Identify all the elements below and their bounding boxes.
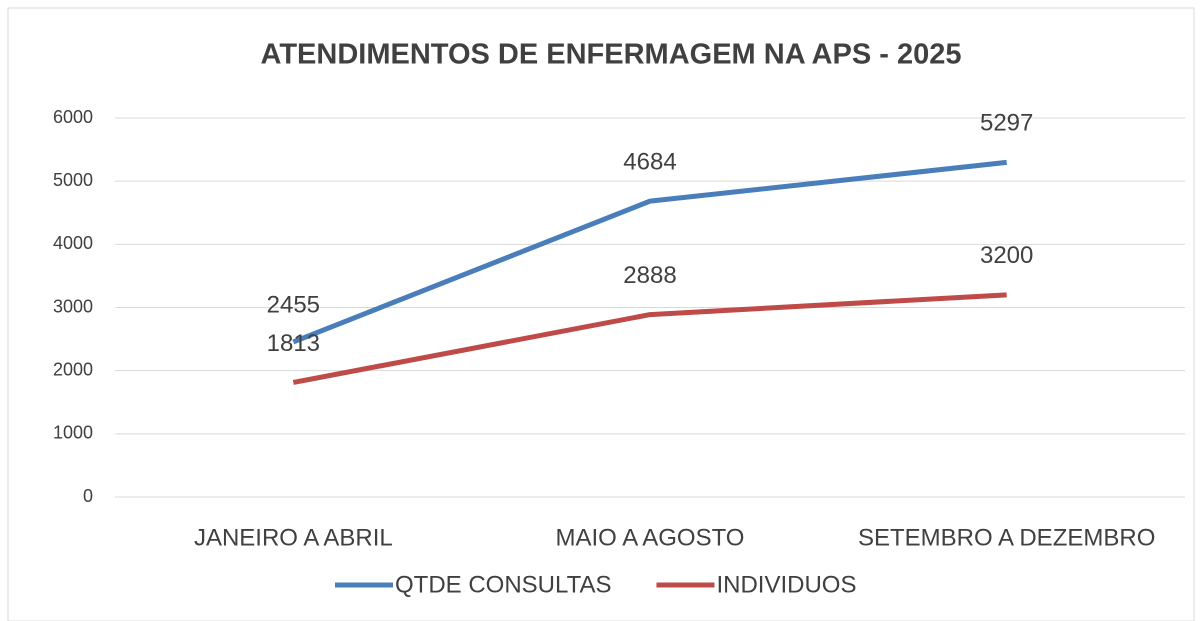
legend-label: QTDE CONSULTAS [395,571,611,598]
y-tick-label: 0 [83,486,93,506]
y-tick-label: 5000 [53,170,93,190]
y-tick-label: 4000 [53,233,93,253]
y-tick-label: 3000 [53,296,93,316]
data-label: 2888 [623,262,676,289]
line-series [292,292,1007,385]
data-label: 1813 [267,330,320,357]
x-tick-label: SETEMBRO A DEZEMBRO [858,524,1155,551]
data-label: 4684 [623,148,676,175]
y-tick-label: 1000 [53,423,93,443]
y-tick-label: 2000 [53,359,93,379]
line-series [292,159,1007,345]
x-tick-label: JANEIRO A ABRIL [194,524,393,551]
data-label: 5297 [980,110,1033,137]
legend-label: INDIVIDUOS [716,571,856,598]
data-label: 3200 [980,242,1033,269]
x-tick-label: MAIO A AGOSTO [556,524,745,551]
chart-title: ATENDIMENTOS DE ENFERMAGEM NA APS - 2025 [261,39,962,71]
y-tick-label: 6000 [53,107,93,127]
data-label: 2455 [267,291,320,318]
chart-frame [7,7,1195,621]
